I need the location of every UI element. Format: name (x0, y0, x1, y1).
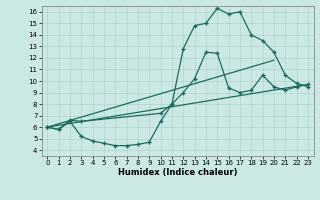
X-axis label: Humidex (Indice chaleur): Humidex (Indice chaleur) (118, 168, 237, 177)
